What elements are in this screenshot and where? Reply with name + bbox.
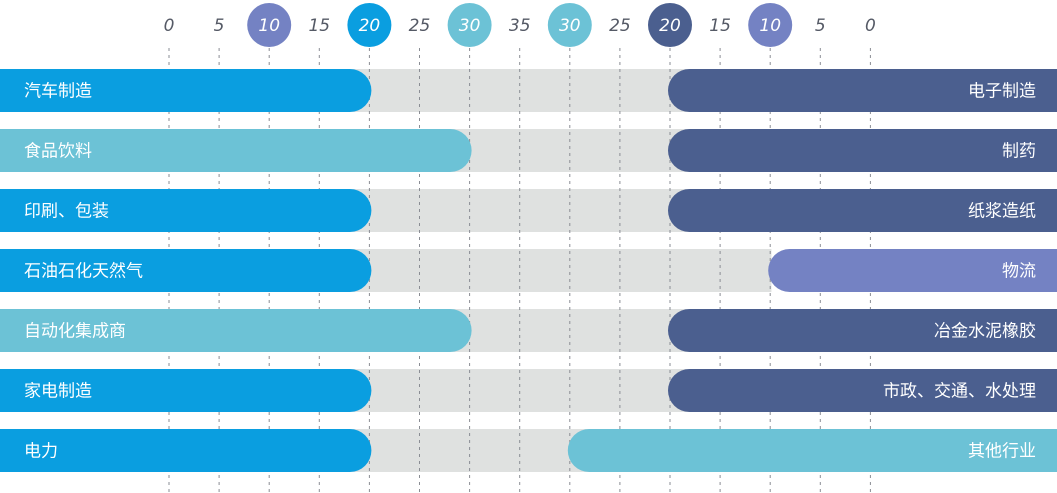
bar-right <box>567 429 1057 472</box>
tick-marker <box>547 3 592 47</box>
tick-label: 20 <box>659 16 681 36</box>
bar-left-label: 印刷、包装 <box>24 202 109 222</box>
tick-label: 5 <box>815 16 826 36</box>
bar-right <box>768 249 1057 292</box>
tick-label: 25 <box>409 16 431 36</box>
bar-right-label: 物流 <box>1002 262 1036 282</box>
tick-label: 30 <box>559 16 581 36</box>
bar-left <box>0 369 372 412</box>
bar-right-label: 纸浆造纸 <box>968 202 1036 222</box>
bar-left-label: 食品饮料 <box>24 142 92 162</box>
tick-label: 20 <box>359 16 381 36</box>
bar-right-label: 电子制造 <box>968 82 1036 102</box>
bar-left-label: 电力 <box>24 442 58 462</box>
tick-label: 0 <box>164 16 175 36</box>
axis-ticks: 0 5 10 15 20 25 30 35 30 25 20 15 10 5 0 <box>164 3 876 47</box>
bar-right-label: 冶金水泥橡胶 <box>934 322 1036 342</box>
bar-right-label: 市政、交通、水处理 <box>883 382 1036 402</box>
bar-left <box>0 309 472 352</box>
tick-label: 5 <box>214 16 225 36</box>
tick-label: 10 <box>258 16 280 36</box>
bar-right <box>668 369 1057 412</box>
tick-marker <box>748 3 793 47</box>
bar-left-label: 汽车制造 <box>24 82 92 102</box>
bar-right-label: 其他行业 <box>968 442 1036 462</box>
tick-label: 30 <box>459 16 481 36</box>
bar-right-label: 制药 <box>1002 142 1036 162</box>
bar-left <box>0 189 372 233</box>
tick-label: 35 <box>509 16 531 36</box>
tick-label: 0 <box>865 16 876 36</box>
tick-label: 15 <box>709 16 731 36</box>
tick-marker <box>347 3 392 47</box>
tick-marker <box>447 3 492 47</box>
bar-left <box>0 69 372 112</box>
bar-left-label: 家电制造 <box>24 382 92 402</box>
bar-left-label: 自动化集成商 <box>24 322 126 342</box>
bar-right <box>668 189 1057 233</box>
bar-left <box>0 129 472 172</box>
tick-label: 10 <box>759 16 781 36</box>
tick-marker <box>648 3 692 47</box>
tick-label: 25 <box>609 16 631 36</box>
bar-right <box>668 129 1057 172</box>
bar-left <box>0 249 372 292</box>
bar-right <box>668 309 1057 352</box>
bar-right <box>668 69 1057 112</box>
bar-left <box>0 429 372 472</box>
bar-left-label: 石油石化天然气 <box>24 262 143 282</box>
tick-label: 15 <box>308 16 330 36</box>
tick-marker <box>247 3 292 47</box>
